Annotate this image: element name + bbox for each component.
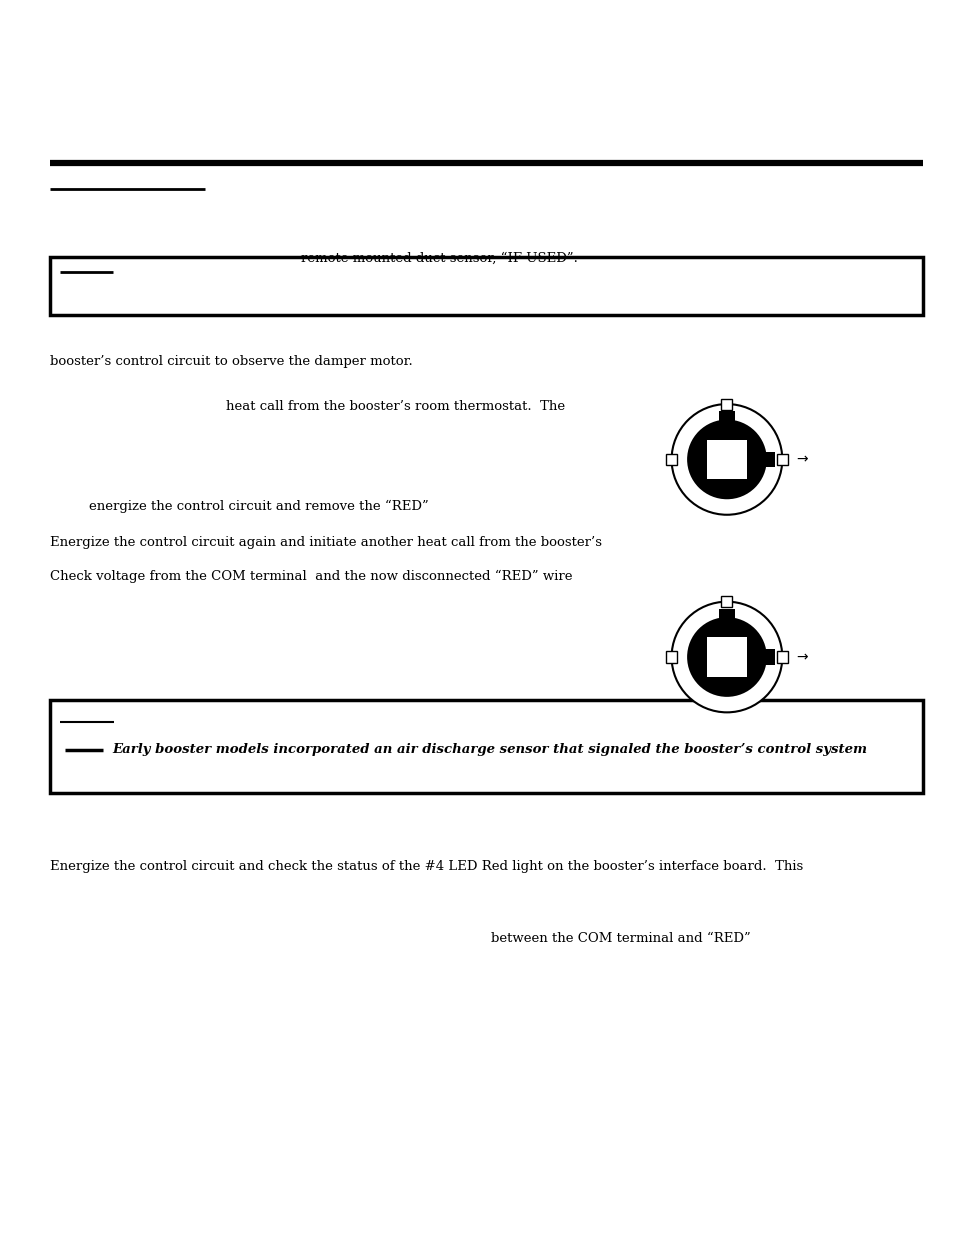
Ellipse shape: [686, 618, 766, 697]
Text: remote mounted duct sensor, “IF USED”.: remote mounted duct sensor, “IF USED”.: [300, 252, 577, 264]
FancyBboxPatch shape: [50, 257, 923, 315]
Bar: [776, 652, 787, 662]
FancyBboxPatch shape: [50, 700, 923, 793]
Text: Energize the control circuit again and initiate another heat call from the boost: Energize the control circuit again and i…: [50, 536, 601, 548]
Ellipse shape: [686, 420, 766, 499]
Text: Early booster models incorporated an air discharge sensor that signaled the boos: Early booster models incorporated an air…: [112, 743, 866, 756]
Bar: [762, 650, 775, 664]
Text: →: →: [796, 650, 807, 664]
Text: Check voltage from the COM terminal  and the now disconnected “RED” wire: Check voltage from the COM terminal and …: [50, 571, 572, 583]
Bar: [720, 597, 732, 608]
Bar: [706, 440, 746, 479]
Text: between the COM terminal and “RED”: between the COM terminal and “RED”: [491, 932, 750, 945]
Bar: [762, 452, 775, 467]
Text: →: →: [796, 452, 807, 467]
Bar: [665, 454, 677, 464]
Ellipse shape: [671, 601, 781, 713]
Bar: [665, 652, 677, 662]
Bar: [720, 399, 732, 410]
Text: booster’s control circuit to observe the damper motor.: booster’s control circuit to observe the…: [50, 356, 412, 368]
Ellipse shape: [671, 404, 781, 515]
Bar: [719, 609, 734, 621]
Text: energize the control circuit and remove the “RED”: energize the control circuit and remove …: [89, 500, 428, 513]
Bar: [706, 637, 746, 677]
Text: Energize the control circuit and check the status of the #4 LED Red light on the: Energize the control circuit and check t…: [50, 861, 802, 873]
Bar: [776, 454, 787, 464]
Text: heat call from the booster’s room thermostat.  The: heat call from the booster’s room thermo…: [226, 400, 564, 412]
Bar: [719, 411, 734, 424]
